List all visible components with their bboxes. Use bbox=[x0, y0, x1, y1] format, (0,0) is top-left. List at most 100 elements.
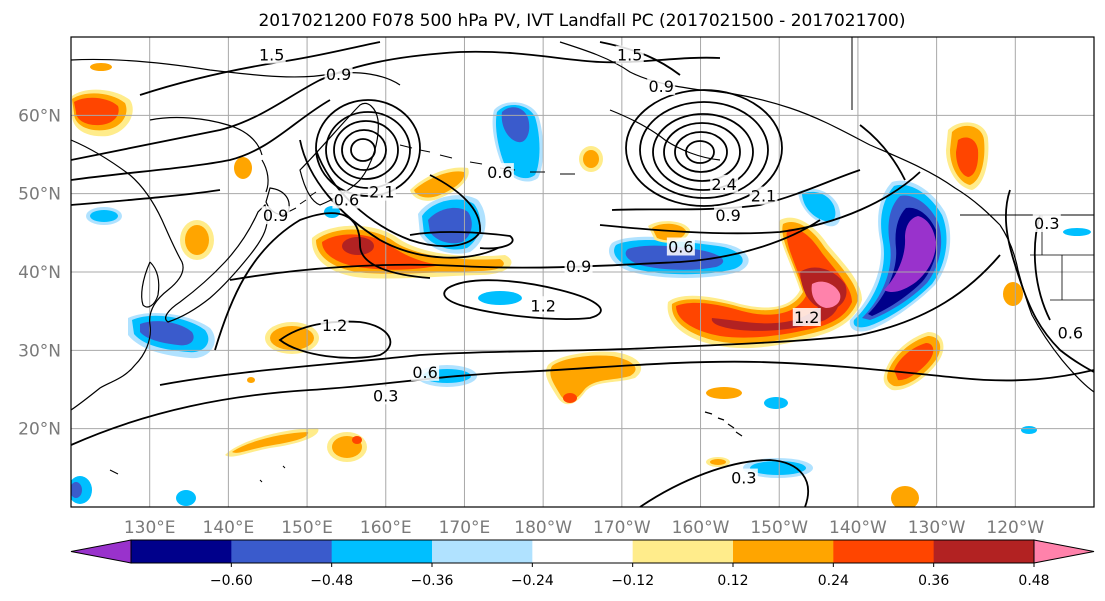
colorbar-tick-label: −0.12 bbox=[611, 573, 654, 589]
colorbar-segment bbox=[231, 540, 333, 563]
contour-line bbox=[229, 219, 821, 281]
contour-label: 0.9 bbox=[326, 65, 351, 84]
contour-label-bg bbox=[257, 45, 286, 64]
shade-warm bbox=[414, 171, 465, 198]
shade-warm bbox=[710, 459, 726, 465]
shade-cool bbox=[71, 482, 82, 498]
lat-label: 60°N bbox=[18, 106, 61, 126]
contour-label: 2.1 bbox=[751, 187, 776, 206]
coastline-na-west bbox=[999, 224, 1094, 393]
contour-line bbox=[663, 122, 741, 182]
contour-label-bg bbox=[485, 163, 514, 182]
contour-label: 1.2 bbox=[530, 296, 555, 315]
contour-label-bg bbox=[1056, 323, 1085, 342]
contour-line bbox=[159, 254, 1001, 386]
contour-line bbox=[599, 41, 681, 76]
shade-cool bbox=[1021, 426, 1037, 434]
shade-warm bbox=[90, 63, 112, 71]
border-states bbox=[1030, 215, 1094, 301]
contour-label-bg bbox=[615, 45, 644, 64]
shade-cool bbox=[140, 321, 194, 346]
lon-label: 150°W bbox=[750, 518, 808, 538]
contour-label-bg bbox=[710, 174, 739, 193]
contour-label: 1.2 bbox=[794, 308, 819, 327]
contour-label-bg bbox=[324, 65, 353, 84]
lat-label: 50°N bbox=[18, 185, 61, 205]
shade-warm bbox=[185, 225, 209, 255]
colorbar-tick-label: −0.48 bbox=[310, 573, 353, 589]
contour-line bbox=[278, 320, 392, 359]
contour-label: 2.4 bbox=[711, 175, 736, 194]
graticule bbox=[71, 37, 1094, 507]
colorbar-tick-label: 0.12 bbox=[717, 573, 748, 589]
contour-label-bg bbox=[729, 468, 758, 487]
contour-line bbox=[341, 129, 387, 171]
shade-warm bbox=[891, 486, 919, 507]
contour-label: 0.6 bbox=[412, 363, 437, 382]
contour-label: 0.3 bbox=[373, 386, 398, 405]
colorbar-segment bbox=[733, 540, 834, 563]
shade-cool bbox=[478, 291, 522, 305]
contour-label: 0.9 bbox=[715, 206, 740, 225]
contour-label-bg bbox=[647, 76, 676, 95]
colorbar-outline bbox=[130, 539, 1035, 564]
colorbar-extend-high bbox=[1033, 539, 1095, 564]
shade-warm bbox=[706, 387, 742, 399]
shade-warm bbox=[956, 137, 979, 177]
colorbar-tick-label: 0.24 bbox=[818, 573, 849, 589]
colorbar-tick-label: −0.36 bbox=[411, 573, 454, 589]
shade-warm bbox=[352, 436, 362, 444]
shade-cool bbox=[324, 206, 340, 218]
contour-label: 2.1 bbox=[369, 183, 394, 202]
colorbar-segment bbox=[131, 540, 232, 563]
lon-label: 170°E bbox=[439, 518, 491, 538]
contour-label: 1.5 bbox=[617, 46, 642, 65]
contour-labels: 1.5 0.9 1.5 0.9 0.6 2.1 0.6 0.9 2.4 2.1 0.9 0.6 0.9 1… bbox=[257, 45, 1085, 488]
contour-label-bg bbox=[564, 257, 593, 276]
lat-label: 30°N bbox=[18, 341, 61, 361]
coastlines bbox=[71, 37, 1094, 483]
map-panel: 1.5 0.9 1.5 0.9 0.6 2.1 0.6 0.9 2.4 2.1 0.9 0.6 0.9 1… bbox=[71, 37, 1094, 507]
contour-line bbox=[599, 171, 921, 235]
contour-label: 1.2 bbox=[322, 316, 347, 335]
colorbar-segment bbox=[632, 540, 734, 563]
shade-cool bbox=[176, 490, 196, 506]
colorbar bbox=[70, 539, 1095, 564]
shade-warm bbox=[583, 150, 599, 168]
map-title: 2017021200 F078 500 hPa PV, IVT Landfall… bbox=[258, 11, 905, 31]
contour-label: 0.9 bbox=[566, 257, 591, 276]
colorbar-segment bbox=[432, 540, 533, 563]
lon-label: 130°E bbox=[124, 518, 176, 538]
contour-label: 0.9 bbox=[263, 206, 288, 225]
contour-line bbox=[409, 231, 514, 250]
lat-label: 40°N bbox=[18, 263, 61, 283]
shade-warm bbox=[811, 281, 841, 308]
shade-warm bbox=[270, 326, 314, 350]
contour-line bbox=[625, 89, 783, 207]
coastline-asia bbox=[71, 139, 184, 411]
contour-label-bg bbox=[792, 308, 821, 326]
coastline-alaska bbox=[559, 41, 1001, 226]
shade-cool bbox=[247, 377, 255, 383]
contour-line bbox=[443, 279, 602, 320]
lon-label: 130°W bbox=[908, 518, 966, 538]
contour-label: 0.6 bbox=[334, 191, 359, 210]
contour-line bbox=[639, 459, 809, 507]
colorbar-tick-label: 0.48 bbox=[1018, 573, 1049, 589]
colorbar-tick-label: −0.24 bbox=[511, 573, 554, 589]
contour-line bbox=[1004, 189, 1094, 373]
shade-cool bbox=[90, 210, 118, 222]
contour-line bbox=[859, 124, 906, 181]
contour-label: 1.5 bbox=[259, 46, 284, 65]
contour-label-bg bbox=[371, 386, 400, 405]
contour-label: 0.6 bbox=[1058, 324, 1083, 343]
contour-label-bg bbox=[666, 237, 695, 256]
contour-label: 0.6 bbox=[668, 238, 693, 257]
coastline-siberia bbox=[71, 58, 401, 86]
lon-label: 160°W bbox=[672, 518, 730, 538]
lon-label: 120°W bbox=[986, 518, 1044, 538]
colorbar-segment bbox=[833, 540, 935, 563]
contour-label: 0.9 bbox=[648, 77, 673, 96]
contour-label: 0.3 bbox=[1034, 214, 1059, 233]
